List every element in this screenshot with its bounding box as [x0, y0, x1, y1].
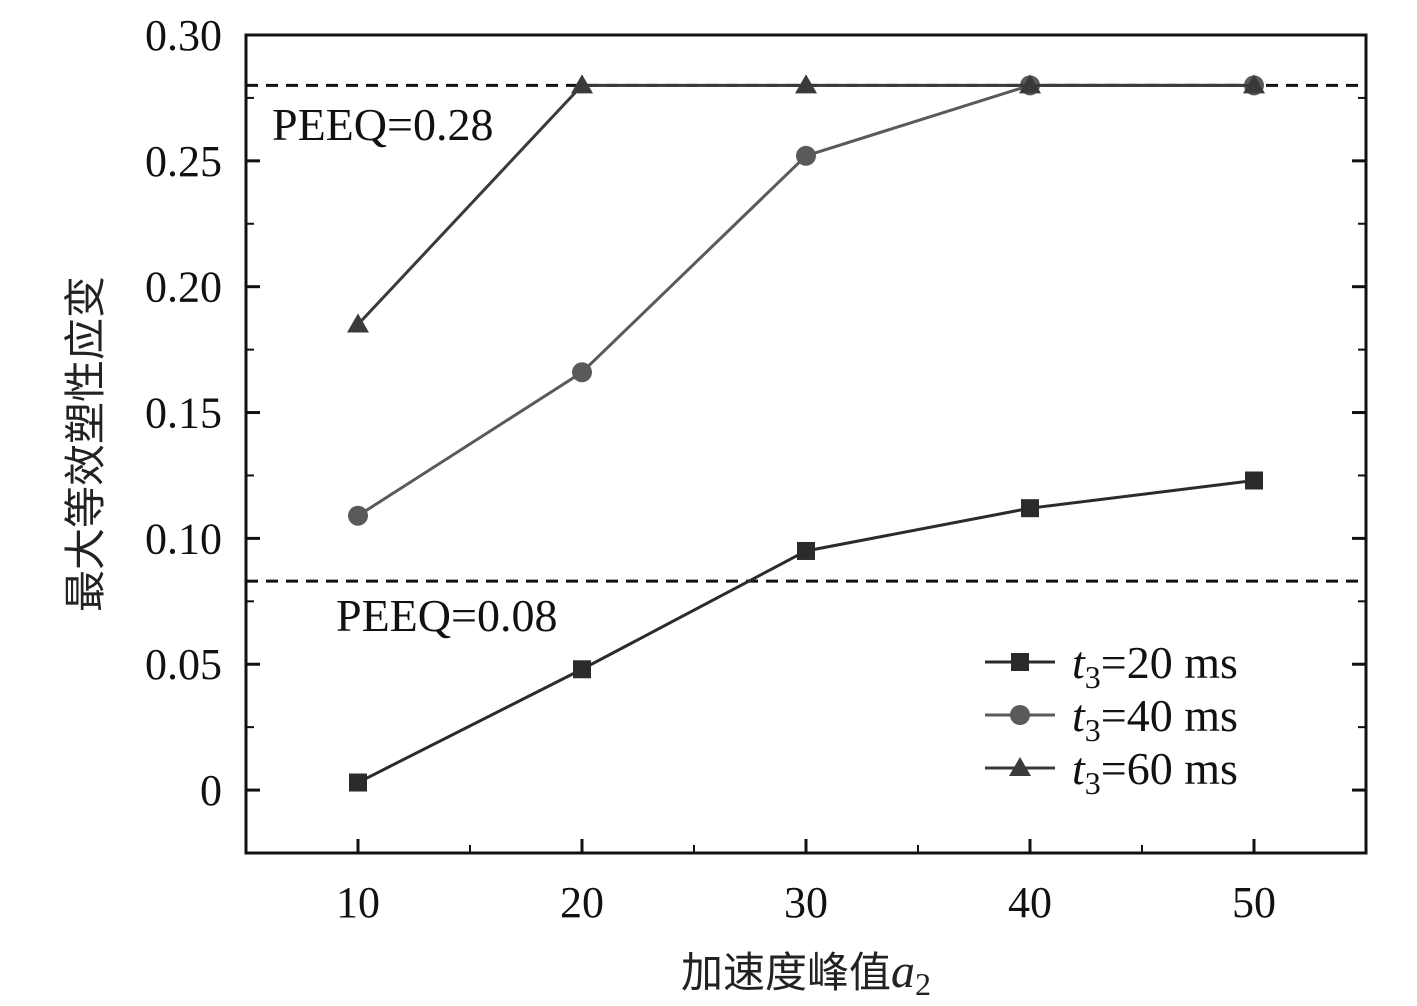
- series-3-point-2: [571, 74, 593, 94]
- legend-label-1: t3=20 ms: [1072, 637, 1238, 695]
- x-tick-label-4: 40: [1008, 878, 1052, 927]
- y-tick-label-4: 0.15: [145, 389, 222, 438]
- legend-item-1: t3=20 ms: [985, 637, 1238, 695]
- tick-labels: 10 20 30 40 50 0 0.05 0.10 0.15 0.20 0.25 0.30: [145, 11, 1276, 927]
- series-3-point-3: [795, 74, 817, 94]
- y-tick-label-1: 0: [200, 766, 222, 815]
- series-1-point-5: [1245, 471, 1263, 490]
- series-3-point-1: [347, 313, 369, 333]
- series-3-point-4: [1019, 74, 1041, 94]
- x-axis-title-text: 加速度峰值: [681, 948, 891, 997]
- series-3-point-5: [1243, 74, 1265, 94]
- y-tick-label-6: 0.25: [145, 137, 222, 186]
- legend-marker-1: [1011, 653, 1029, 671]
- series-1-point-2: [573, 660, 591, 679]
- series-2-point-3: [796, 145, 816, 166]
- x-tick-label-2: 20: [560, 878, 604, 927]
- series-2-point-1: [348, 505, 368, 526]
- y-tick-label-5: 0.20: [145, 263, 222, 312]
- series-2-point-2: [572, 362, 592, 383]
- series-3: [347, 74, 1265, 333]
- legend-marker-2: [1010, 705, 1030, 725]
- y-tick-label-2: 0.05: [145, 640, 222, 689]
- reference-labels: PEEQ=0.28 PEEQ=0.08: [272, 99, 557, 641]
- x-axis-title: 加速度峰值a2: [681, 945, 931, 1002]
- y-tick-label-7: 0.30: [145, 11, 222, 60]
- series-1-point-3: [797, 541, 815, 560]
- legend-item-3: t3=60 ms: [985, 743, 1238, 801]
- series-layer: [347, 74, 1265, 792]
- series-1-point-4: [1021, 499, 1039, 518]
- y-tick-label-3: 0.10: [145, 514, 222, 563]
- axis-ticks: [246, 33, 1366, 853]
- series-1-point-1: [349, 773, 367, 792]
- x-tick-label-1: 10: [336, 878, 380, 927]
- legend-label-3: t3=60 ms: [1072, 743, 1238, 801]
- series-1: [349, 471, 1263, 792]
- x-axis-title-sub: 2: [915, 966, 931, 1002]
- x-axis-title-var: a: [891, 945, 915, 998]
- reference-label-2: PEEQ=0.08: [336, 590, 557, 641]
- y-axis-title: 最大等效塑性应变: [61, 276, 110, 612]
- x-tick-label-5: 50: [1232, 878, 1276, 927]
- legend-item-2: t3=40 ms: [985, 690, 1238, 748]
- x-tick-label-3: 30: [784, 878, 828, 927]
- reference-label-1: PEEQ=0.28: [272, 99, 493, 150]
- legend-marker-3: [1009, 757, 1031, 776]
- legend-label-2: t3=40 ms: [1072, 690, 1238, 748]
